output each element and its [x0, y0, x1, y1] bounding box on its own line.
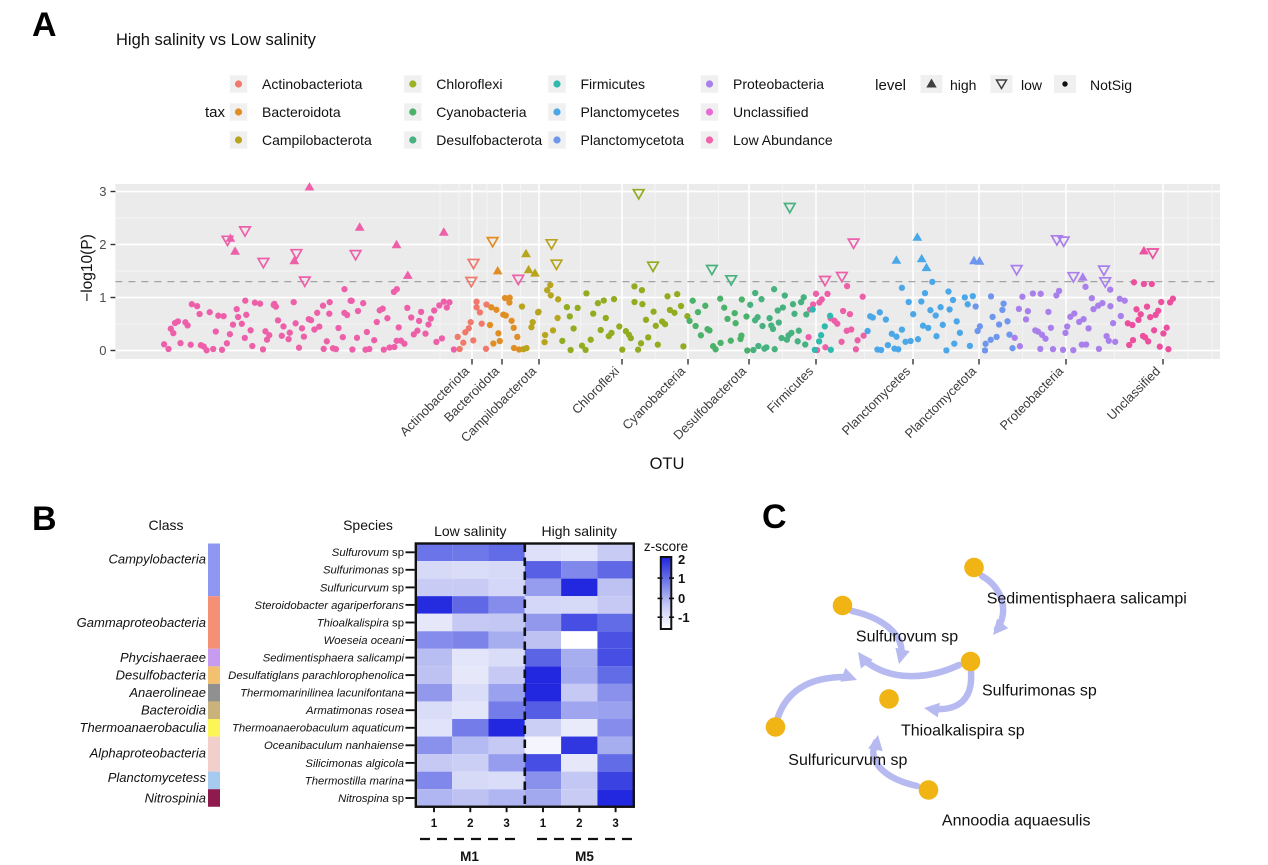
svg-text:Bacteroidia: Bacteroidia: [141, 703, 206, 718]
svg-text:Gammaproteobacteria: Gammaproteobacteria: [77, 615, 206, 630]
svg-text:OTU: OTU: [650, 455, 685, 473]
svg-text:level: level: [875, 77, 906, 94]
svg-text:Sedimentisphaera salicampi: Sedimentisphaera salicampi: [987, 591, 1187, 608]
svg-text:Campilobacterota: Campilobacterota: [262, 132, 372, 148]
svg-text:3: 3: [612, 818, 618, 830]
svg-text:Planctomycetes: Planctomycetes: [581, 104, 680, 120]
svg-text:Steroidobacter agariperforans: Steroidobacter agariperforans: [255, 600, 405, 612]
svg-text:3: 3: [99, 184, 106, 199]
svg-text:Phycishaeraee: Phycishaeraee: [120, 650, 206, 665]
svg-text:Firmicutes: Firmicutes: [581, 76, 646, 92]
svg-text:Bacteroidota: Bacteroidota: [262, 104, 341, 120]
svg-text:−log10(P): −log10(P): [79, 234, 96, 302]
svg-text:High salinity: High salinity: [542, 523, 617, 539]
svg-text:Sedimentisphaera salicampi: Sedimentisphaera salicampi: [263, 653, 405, 665]
svg-text:Sulfurovum sp: Sulfurovum sp: [332, 547, 404, 559]
svg-text:Unclassified: Unclassified: [733, 104, 808, 120]
svg-text:Class: Class: [148, 517, 183, 533]
svg-text:Oceanibaculum nanhaiense: Oceanibaculum nanhaiense: [264, 740, 404, 752]
svg-text:Woeseia oceani: Woeseia oceani: [324, 635, 405, 647]
svg-text:Low Abundance: Low Abundance: [733, 132, 833, 148]
svg-text:C: C: [762, 498, 787, 536]
svg-text:0: 0: [99, 343, 106, 358]
svg-text:Low salinity: Low salinity: [434, 523, 506, 539]
svg-text:1: 1: [99, 290, 106, 305]
svg-text:2: 2: [678, 552, 685, 567]
svg-text:Thioalkalispira sp: Thioalkalispira sp: [901, 723, 1025, 740]
svg-text:Thermostilla marina: Thermostilla marina: [305, 775, 404, 787]
svg-text:Nitrospina sp: Nitrospina sp: [338, 793, 404, 805]
svg-text:Silicimonas algicola: Silicimonas algicola: [305, 758, 404, 770]
svg-text:1: 1: [431, 818, 438, 830]
svg-text:Nitrospinia: Nitrospinia: [145, 791, 206, 806]
svg-text:Thermomarinilinea lacunifontan: Thermomarinilinea lacunifontana: [240, 688, 404, 700]
svg-text:Alphaproteobacteria: Alphaproteobacteria: [89, 746, 206, 761]
svg-text:B: B: [32, 500, 57, 538]
svg-text:Sulfuricurvum sp: Sulfuricurvum sp: [320, 582, 404, 594]
svg-text:Desulfatiglans parachloropheno: Desulfatiglans parachlorophenolica: [228, 670, 404, 682]
svg-text:1: 1: [678, 571, 685, 586]
svg-text:z-score: z-score: [644, 539, 688, 554]
svg-text:2: 2: [467, 818, 473, 830]
svg-text:M1: M1: [460, 849, 479, 864]
svg-text:Proteobacteria: Proteobacteria: [733, 76, 824, 92]
svg-text:tax: tax: [205, 104, 226, 121]
svg-text:Cyanobacteria: Cyanobacteria: [436, 104, 526, 120]
svg-text:Thioalkalispira sp: Thioalkalispira sp: [317, 617, 404, 629]
svg-text:Desulfobacterota: Desulfobacterota: [436, 132, 542, 148]
svg-text:Sulfuricurvum sp: Sulfuricurvum sp: [788, 752, 907, 769]
svg-text:0: 0: [678, 591, 685, 606]
svg-text:Planctomycetess: Planctomycetess: [108, 770, 207, 785]
svg-text:Chloroflexi: Chloroflexi: [436, 76, 502, 92]
svg-text:Thermoanaerobaculum aquaticum: Thermoanaerobaculum aquaticum: [232, 723, 404, 735]
svg-text:A: A: [32, 6, 57, 44]
svg-text:Sulfurimonas sp: Sulfurimonas sp: [982, 682, 1097, 699]
svg-text:2: 2: [576, 818, 582, 830]
svg-text:Planctomycetota: Planctomycetota: [581, 132, 685, 148]
svg-text:Armatimonas rosea: Armatimonas rosea: [305, 705, 404, 717]
svg-text:Desulfobacteria: Desulfobacteria: [116, 668, 206, 683]
svg-text:Annoodia aquaesulis: Annoodia aquaesulis: [942, 812, 1091, 829]
svg-text:Species: Species: [343, 517, 393, 533]
svg-text:Thermoanaerobaculia: Thermoanaerobaculia: [80, 720, 206, 735]
svg-text:Actinobacteriota: Actinobacteriota: [262, 76, 363, 92]
svg-text:Campylobacteria: Campylobacteria: [108, 552, 206, 567]
svg-text:low: low: [1021, 77, 1043, 93]
svg-text:3: 3: [503, 818, 509, 830]
svg-text:-1: -1: [678, 610, 690, 625]
svg-text:NotSig: NotSig: [1090, 77, 1132, 93]
svg-text:high: high: [950, 77, 976, 93]
svg-text:1: 1: [540, 818, 547, 830]
svg-text:Sulfurimonas sp: Sulfurimonas sp: [323, 565, 404, 577]
svg-text:Sulfurovum sp: Sulfurovum sp: [856, 629, 958, 646]
svg-text:Anaerolineae: Anaerolineae: [128, 685, 206, 700]
svg-text:M5: M5: [575, 849, 594, 864]
svg-text:2: 2: [99, 237, 106, 252]
svg-text:High salinity vs Low salinity: High salinity vs Low salinity: [116, 31, 317, 49]
